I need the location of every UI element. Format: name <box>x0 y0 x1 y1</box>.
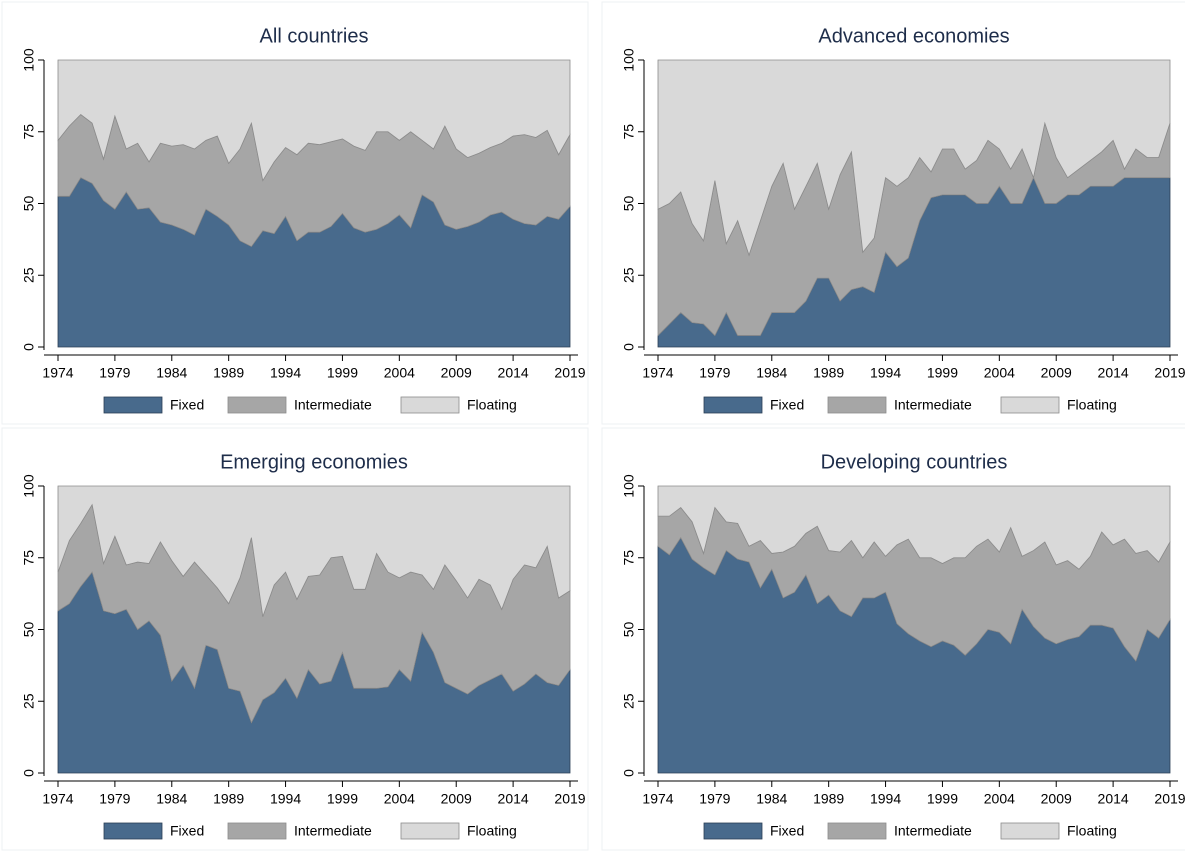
legend-label: Floating <box>1067 823 1117 839</box>
x-tick-label: 2009 <box>1041 791 1072 807</box>
x-tick-label: 2004 <box>984 365 1015 381</box>
y-tick-label: 50 <box>621 622 637 638</box>
x-tick-label: 1979 <box>699 791 730 807</box>
y-tick-label: 25 <box>621 693 637 709</box>
legend-label: Intermediate <box>294 397 372 413</box>
x-tick-label: 2004 <box>384 791 415 807</box>
legend-swatch <box>400 396 460 414</box>
x-tick-label: 1999 <box>927 791 958 807</box>
chart-title: Advanced economies <box>818 25 1009 47</box>
x-tick-label: 1984 <box>756 365 787 381</box>
legend-swatch <box>703 822 763 840</box>
panel: Advanced economies 0 25 50 75 100 1974 1979 1984… <box>601 1 1185 425</box>
legend-label: Floating <box>467 397 517 413</box>
legend-label: Fixed <box>170 397 204 413</box>
legend-swatch <box>227 396 287 414</box>
legend-swatch <box>103 396 163 414</box>
x-tick-label: 2014 <box>1098 791 1129 807</box>
area-floating <box>57 59 571 182</box>
x-tick-label: 2014 <box>498 791 529 807</box>
chart-title: Developing countries <box>821 451 1008 473</box>
y-tick-label: 75 <box>621 550 637 566</box>
x-tick-label: 1974 <box>642 365 673 381</box>
legend-swatch <box>227 822 287 840</box>
legend-label: Floating <box>1067 397 1117 413</box>
y-tick-label: 0 <box>21 343 37 351</box>
x-tick-label: 1979 <box>699 365 730 381</box>
y-tick-label: 25 <box>21 693 37 709</box>
x-tick-label: 2009 <box>1041 365 1072 381</box>
x-tick-label: 2019 <box>1154 365 1185 381</box>
legend-swatch <box>400 822 460 840</box>
legend-swatch <box>827 396 887 414</box>
x-tick-label: 1989 <box>813 365 844 381</box>
legend-swatch <box>103 822 163 840</box>
x-tick-label: 1994 <box>270 365 301 381</box>
panel: Emerging economies 0 25 50 75 100 1974 1979 1984… <box>1 427 589 851</box>
y-tick-label: 25 <box>621 267 637 283</box>
x-tick-label: 1989 <box>813 791 844 807</box>
x-tick-label: 1994 <box>270 791 301 807</box>
area-floating <box>657 59 1171 257</box>
y-tick-label: 0 <box>621 343 637 351</box>
x-tick-label: 1974 <box>42 365 73 381</box>
x-tick-label: 1999 <box>327 791 358 807</box>
area-floating <box>657 485 1171 570</box>
legend-label: Fixed <box>170 823 204 839</box>
legend-swatch <box>1000 822 1060 840</box>
legend-label: Fixed <box>770 823 804 839</box>
x-tick-label: 1984 <box>756 791 787 807</box>
y-tick-label: 25 <box>21 267 37 283</box>
x-tick-label: 2019 <box>1154 791 1185 807</box>
x-tick-label: 1979 <box>99 791 130 807</box>
x-tick-label: 1984 <box>156 791 187 807</box>
panel: All countries 0 25 50 75 100 1974 1979 1984 1989 1… <box>1 1 589 425</box>
x-tick-label: 1974 <box>642 791 673 807</box>
y-tick-label: 75 <box>21 124 37 140</box>
x-tick-label: 1989 <box>213 791 244 807</box>
y-tick-label: 100 <box>621 474 637 498</box>
x-tick-label: 1994 <box>870 791 901 807</box>
panel: Developing countries 0 25 50 75 100 1974 1979 19… <box>601 427 1185 851</box>
x-tick-label: 1979 <box>99 365 130 381</box>
legend-label: Fixed <box>770 397 804 413</box>
y-tick-label: 0 <box>21 769 37 777</box>
chart-title: Emerging economies <box>220 451 408 473</box>
y-tick-label: 100 <box>21 474 37 498</box>
legend-swatch <box>827 822 887 840</box>
area-floating <box>57 485 571 617</box>
x-tick-label: 1994 <box>870 365 901 381</box>
x-tick-label: 2009 <box>441 365 472 381</box>
y-tick-label: 100 <box>621 48 637 72</box>
x-tick-label: 2014 <box>498 365 529 381</box>
chart-title: All countries <box>260 25 369 47</box>
y-tick-label: 50 <box>21 622 37 638</box>
y-tick-label: 75 <box>21 550 37 566</box>
legend-label: Intermediate <box>294 823 372 839</box>
x-tick-label: 1974 <box>42 791 73 807</box>
x-tick-label: 1999 <box>327 365 358 381</box>
x-tick-label: 2009 <box>441 791 472 807</box>
y-tick-label: 100 <box>21 48 37 72</box>
x-tick-label: 2004 <box>384 365 415 381</box>
y-tick-label: 50 <box>621 196 637 212</box>
x-tick-label: 2019 <box>554 365 585 381</box>
y-tick-label: 0 <box>621 769 637 777</box>
legend-swatch <box>703 396 763 414</box>
legend-label: Intermediate <box>894 823 972 839</box>
y-tick-label: 75 <box>621 124 637 140</box>
legend-label: Floating <box>467 823 517 839</box>
x-tick-label: 2004 <box>984 791 1015 807</box>
x-tick-label: 1984 <box>156 365 187 381</box>
x-tick-label: 1999 <box>927 365 958 381</box>
x-tick-label: 2019 <box>554 791 585 807</box>
x-tick-label: 2014 <box>1098 365 1129 381</box>
y-tick-label: 50 <box>21 196 37 212</box>
legend-swatch <box>1000 396 1060 414</box>
x-tick-label: 1989 <box>213 365 244 381</box>
legend-label: Intermediate <box>894 397 972 413</box>
